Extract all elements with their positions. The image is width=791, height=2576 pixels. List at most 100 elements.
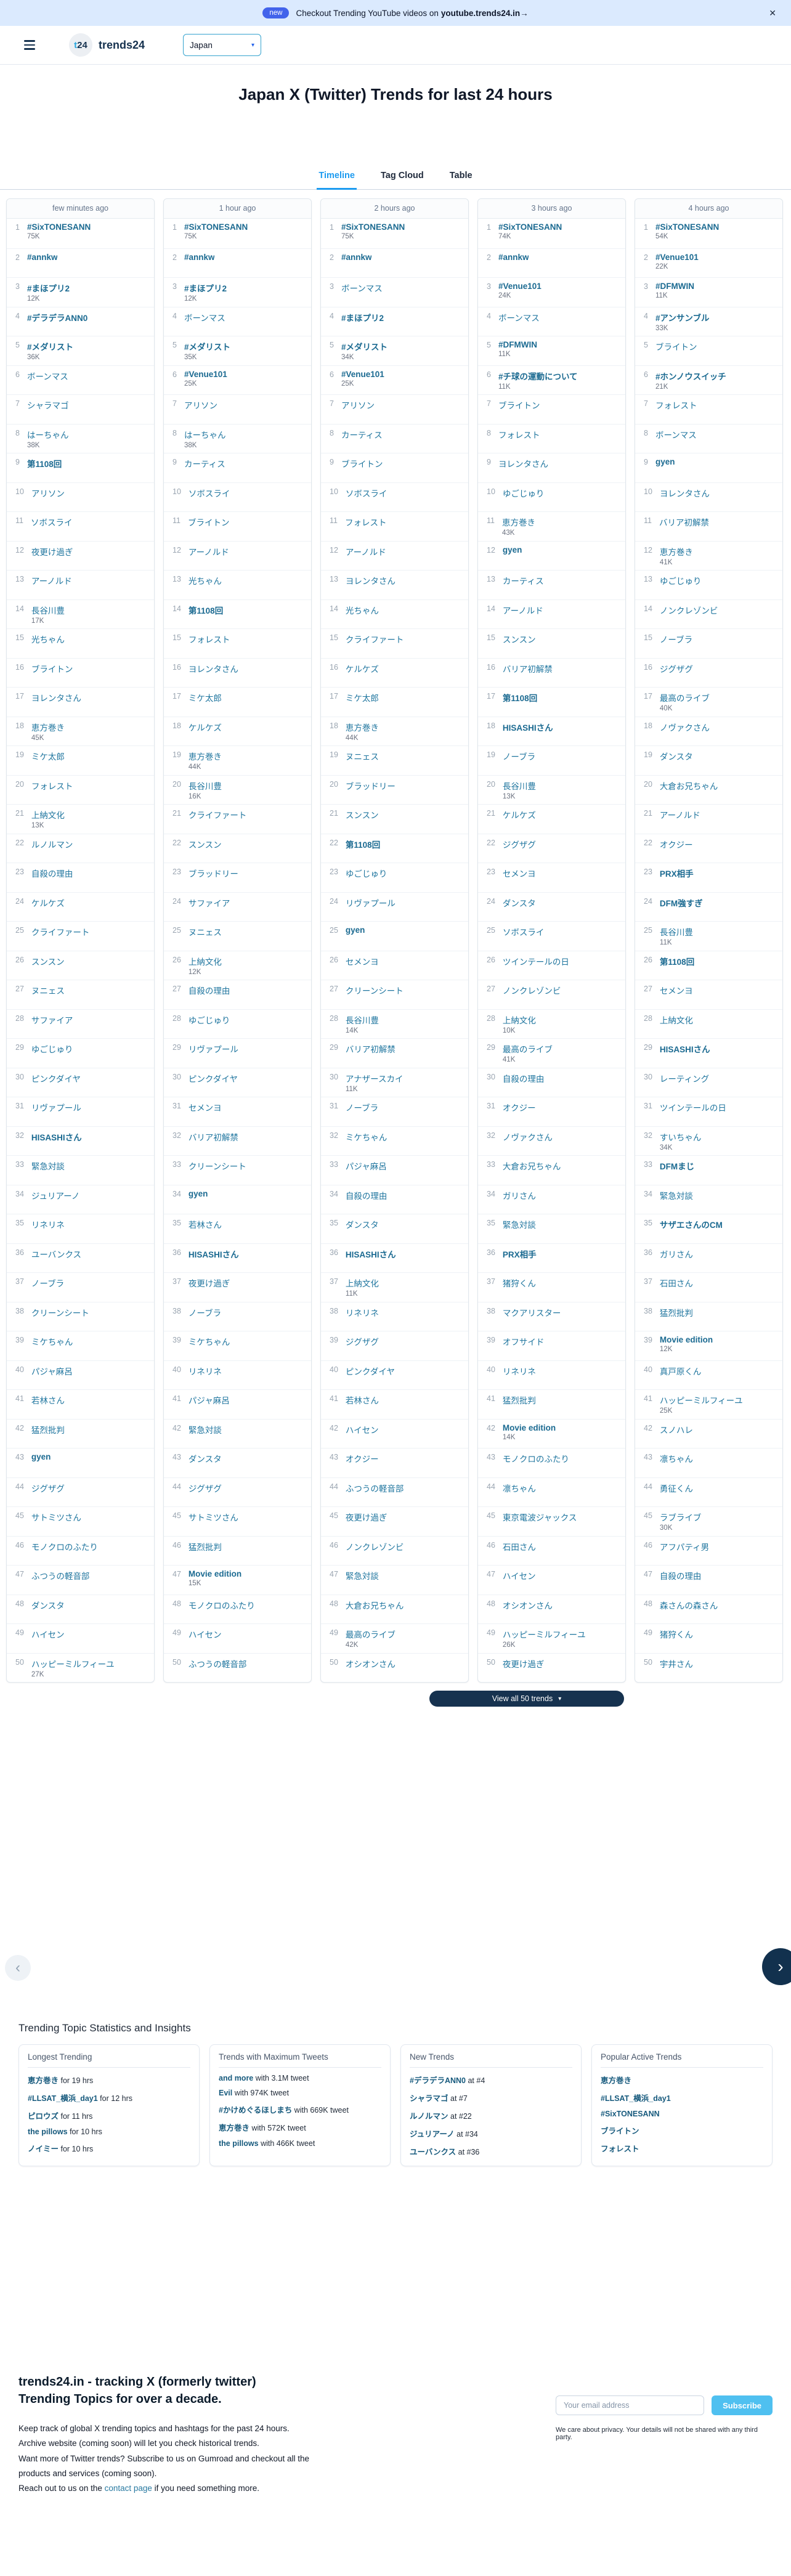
- trend-link[interactable]: 石田さん: [659, 1279, 693, 1288]
- trend-link[interactable]: #SixTONESANN: [341, 222, 405, 232]
- trend-link[interactable]: ふつうの軽音部: [31, 1572, 90, 1581]
- trend-link[interactable]: モノクロのふたり: [188, 1601, 255, 1611]
- tab-timeline[interactable]: Timeline: [317, 171, 357, 190]
- trend-link[interactable]: 上納文化: [31, 811, 65, 820]
- trend-link[interactable]: 若林さん: [345, 1396, 379, 1405]
- trend-link[interactable]: ノイミー: [28, 2145, 59, 2153]
- trend-link[interactable]: リヴァプール: [345, 898, 396, 908]
- trend-link[interactable]: ハイセン: [345, 1425, 379, 1435]
- trend-link[interactable]: ヌニェス: [31, 986, 65, 996]
- trend-link[interactable]: ケルケズ: [345, 664, 379, 674]
- trend-link[interactable]: HISASHIさん: [345, 1249, 396, 1259]
- trend-link[interactable]: フォレスト: [601, 2145, 639, 2153]
- trend-link[interactable]: サファイア: [31, 1015, 73, 1025]
- trend-link[interactable]: 恵方巻き: [501, 518, 535, 527]
- trend-link[interactable]: ハイセン: [188, 1630, 222, 1639]
- trend-link[interactable]: 緊急対談: [188, 1425, 222, 1435]
- trend-link[interactable]: #SixTONESANN: [601, 2110, 660, 2118]
- trend-link[interactable]: シャラマゴ: [410, 2094, 448, 2103]
- trend-link[interactable]: ヨレンタさん: [498, 460, 548, 469]
- trend-link[interactable]: ケルケズ: [502, 811, 536, 820]
- trend-link[interactable]: #チ球の運動について: [498, 372, 578, 381]
- trend-link[interactable]: ソボスライ: [345, 489, 387, 498]
- trend-link[interactable]: リネリネ: [31, 1221, 65, 1230]
- trend-link[interactable]: 長谷川豊: [502, 781, 536, 791]
- trend-link[interactable]: リネリネ: [502, 1367, 536, 1376]
- trend-link[interactable]: 若林さん: [188, 1221, 222, 1230]
- trend-link[interactable]: 凛ちゃん: [659, 1455, 693, 1464]
- trend-link[interactable]: フォレスト: [655, 401, 697, 410]
- trend-link[interactable]: バリア初解禁: [345, 1045, 396, 1054]
- trend-link[interactable]: PRX相手: [659, 869, 694, 879]
- trend-link[interactable]: ツインテールの日: [659, 1103, 726, 1113]
- trend-link[interactable]: ブライトン: [31, 664, 73, 674]
- trend-link[interactable]: セメンヨ: [659, 986, 693, 996]
- trend-link[interactable]: ケルケズ: [188, 723, 222, 733]
- trend-link[interactable]: ノンクレゾンビ: [345, 1542, 404, 1552]
- trend-link[interactable]: 長谷川豊: [659, 928, 693, 937]
- trend-link[interactable]: 緊急対談: [345, 1572, 379, 1581]
- trend-link[interactable]: アフパティ男: [659, 1542, 710, 1552]
- trend-link[interactable]: スンスン: [502, 635, 536, 644]
- trend-link[interactable]: ノヴァクさん: [659, 723, 710, 733]
- trend-link[interactable]: 大倉お兄ちゃん: [502, 1162, 561, 1171]
- trend-link[interactable]: ノーブラ: [188, 1308, 222, 1318]
- trend-link[interactable]: ミケちゃん: [188, 1338, 230, 1347]
- trend-link[interactable]: 恵方巻き: [188, 752, 222, 762]
- trend-link[interactable]: gyen: [188, 1188, 208, 1198]
- trend-link[interactable]: シャラマゴ: [26, 401, 69, 410]
- trend-link[interactable]: Movie edition: [659, 1335, 713, 1344]
- trend-link[interactable]: gyen: [31, 1452, 51, 1461]
- trend-link[interactable]: セメンヨ: [188, 1103, 222, 1113]
- trend-link[interactable]: クライファート: [188, 811, 247, 820]
- trend-link[interactable]: バリア初解禁: [659, 518, 709, 527]
- trend-link[interactable]: ボーンマス: [26, 372, 68, 381]
- trend-link[interactable]: ボーンマス: [184, 313, 225, 323]
- country-select[interactable]: Japan ▾: [183, 34, 262, 56]
- trend-link[interactable]: ハッピーミルフィーユ: [659, 1396, 743, 1405]
- trend-link[interactable]: 恵方巻き: [28, 2076, 59, 2085]
- trend-link[interactable]: ハッピーミルフィーユ: [502, 1630, 586, 1639]
- trend-link[interactable]: クリーンシート: [188, 1162, 246, 1171]
- trend-link[interactable]: ケルケズ: [31, 898, 65, 908]
- trend-link[interactable]: 自殺の理由: [502, 1074, 545, 1084]
- trend-link[interactable]: ゆごじゅり: [345, 869, 387, 879]
- trend-link[interactable]: ゆごじゅり: [659, 577, 702, 586]
- trend-link[interactable]: 若林さん: [31, 1396, 65, 1405]
- trend-link[interactable]: ゆごじゅり: [502, 489, 545, 498]
- trend-link[interactable]: はーちゃん: [184, 430, 226, 440]
- trend-link[interactable]: #Venue101: [498, 282, 542, 291]
- trend-link[interactable]: スノハレ: [659, 1425, 693, 1435]
- trend-link[interactable]: ボーンマス: [655, 430, 697, 440]
- trend-link[interactable]: ジグザグ: [659, 664, 693, 674]
- trend-link[interactable]: ゆごじゅり: [31, 1045, 73, 1054]
- trend-link[interactable]: #ホンノウスイッチ: [655, 372, 726, 381]
- trend-link[interactable]: 自殺の理由: [659, 1572, 702, 1581]
- trend-link[interactable]: ブライトン: [655, 343, 697, 352]
- trend-link[interactable]: ルノルマン: [31, 840, 73, 850]
- trend-link[interactable]: 猛烈批判: [188, 1542, 222, 1552]
- trend-link[interactable]: #DFMWIN: [498, 340, 537, 349]
- trend-link[interactable]: ミケ太郎: [188, 694, 222, 703]
- trend-link[interactable]: ラブライブ: [659, 1513, 702, 1522]
- trend-link[interactable]: ノーブラ: [659, 635, 693, 644]
- trend-link[interactable]: 夜更け過ぎ: [502, 1659, 545, 1669]
- trend-link[interactable]: 最高のライブ: [502, 1045, 553, 1054]
- trend-link[interactable]: ノーブラ: [31, 1279, 65, 1288]
- trend-link[interactable]: ジュリアーノ: [410, 2130, 455, 2139]
- trend-link[interactable]: ブライトン: [341, 460, 383, 469]
- trend-link[interactable]: アリソン: [184, 401, 217, 410]
- trend-link[interactable]: クライファート: [31, 928, 90, 937]
- trend-link[interactable]: すいちゃん: [659, 1132, 702, 1142]
- trend-link[interactable]: ジグザグ: [31, 1484, 65, 1493]
- trend-link[interactable]: #メダリスト: [341, 343, 387, 352]
- subscribe-button[interactable]: Subscribe: [712, 2395, 773, 2415]
- trend-link[interactable]: 自殺の理由: [31, 869, 73, 879]
- trend-link[interactable]: Movie edition: [188, 1569, 242, 1579]
- menu-icon[interactable]: [24, 40, 35, 50]
- trend-link[interactable]: オクジー: [659, 840, 693, 850]
- trend-link[interactable]: 真戸原くん: [659, 1367, 702, 1376]
- trend-link[interactable]: Movie edition: [502, 1423, 556, 1432]
- trend-link[interactable]: ガリさん: [659, 1249, 693, 1259]
- trend-link[interactable]: カーティス: [184, 460, 225, 469]
